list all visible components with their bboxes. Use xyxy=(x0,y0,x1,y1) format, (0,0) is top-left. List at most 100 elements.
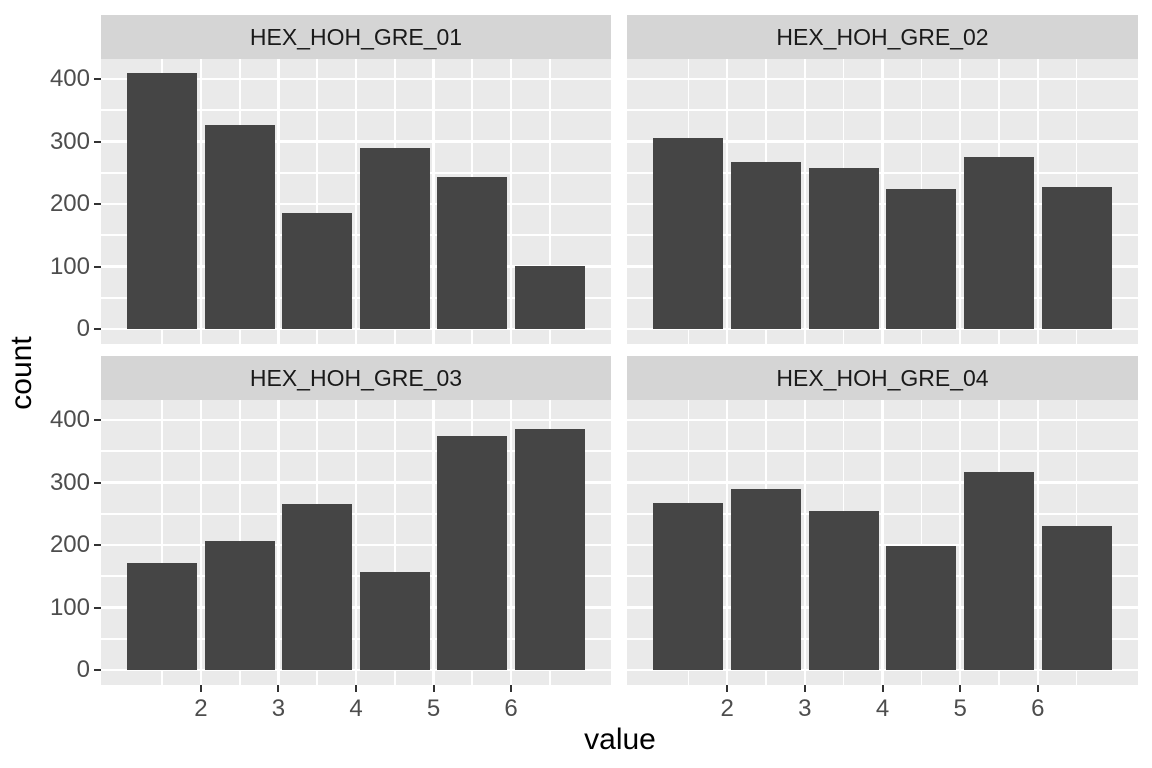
facet-panel xyxy=(101,400,611,685)
bar xyxy=(808,511,879,670)
bar xyxy=(514,265,585,329)
bar xyxy=(204,124,275,329)
y-tick-label: 100 xyxy=(49,252,90,280)
bar xyxy=(808,168,879,329)
facet-panel xyxy=(101,59,611,344)
x-tick-label: 6 xyxy=(1031,695,1045,722)
gridline-major-x xyxy=(725,400,729,685)
gridline-major-x xyxy=(432,59,435,344)
y-tick-label: 0 xyxy=(76,656,90,683)
x-tick-label: 2 xyxy=(194,695,208,722)
x-tick-mark xyxy=(803,685,806,692)
y-tick-mark xyxy=(94,669,101,671)
facet-strip-label: HEX_HOH_GRE_01 xyxy=(249,23,463,50)
gridline-major-x xyxy=(509,59,513,344)
x-tick-mark xyxy=(432,685,435,692)
bar xyxy=(653,502,724,670)
gridline-major-x xyxy=(277,400,280,685)
y-tick-mark xyxy=(94,481,101,484)
y-tick-mark xyxy=(94,78,101,80)
bar xyxy=(514,429,585,670)
y-tick-label: 400 xyxy=(49,406,90,433)
y-tick-mark xyxy=(94,544,101,546)
facet-panel xyxy=(627,59,1138,344)
y-tick-mark xyxy=(94,606,101,609)
x-tick-mark xyxy=(1036,685,1039,692)
bar xyxy=(359,148,430,329)
bar xyxy=(359,571,430,670)
bar xyxy=(886,188,957,329)
facet-strip: HEX_HOH_GRE_04 xyxy=(627,356,1138,400)
x-tick-label: 5 xyxy=(953,695,967,722)
y-tick-mark xyxy=(94,203,101,205)
bar xyxy=(964,471,1034,670)
gridline-major-x xyxy=(725,59,729,344)
bar xyxy=(653,138,724,329)
facet-panel xyxy=(627,400,1138,685)
x-tick-label: 3 xyxy=(798,695,812,722)
bar xyxy=(731,489,801,670)
y-tick-label: 300 xyxy=(49,127,90,155)
y-tick-mark xyxy=(94,265,101,268)
x-tick-mark xyxy=(355,685,357,692)
y-tick-label: 200 xyxy=(49,531,90,558)
y-tick-mark xyxy=(94,419,101,421)
x-tick-label: 6 xyxy=(504,695,518,722)
x-tick-label: 5 xyxy=(426,695,441,722)
gridline-major-x xyxy=(277,59,280,344)
facet-strip-label: HEX_HOH_GRE_03 xyxy=(249,364,463,391)
gridline-major-x xyxy=(354,59,358,344)
gridline-major-x xyxy=(803,400,807,685)
facet-strip: HEX_HOH_GRE_02 xyxy=(627,15,1138,59)
x-tick-label: 3 xyxy=(271,695,286,722)
bar xyxy=(127,563,198,670)
x-tick-mark xyxy=(199,685,202,692)
gridline-major-x xyxy=(199,400,203,685)
x-tick-mark xyxy=(881,685,884,692)
gridline-minor-x xyxy=(161,400,164,685)
gridline-major-x xyxy=(1036,59,1040,344)
y-tick-label: 100 xyxy=(49,593,90,621)
gridline-major-x xyxy=(881,59,884,344)
y-tick-label: 300 xyxy=(49,468,90,496)
gridline-major-x xyxy=(199,59,203,344)
x-tick-mark xyxy=(277,685,280,692)
y-tick-mark xyxy=(94,328,101,330)
y-axis-title: count xyxy=(5,336,38,410)
bar xyxy=(964,156,1034,329)
x-tick-label: 4 xyxy=(349,695,363,722)
gridline-minor-x xyxy=(393,400,396,685)
facet-strip: HEX_HOH_GRE_03 xyxy=(101,356,611,400)
x-tick-mark xyxy=(726,685,729,692)
gridline-major-x xyxy=(509,400,513,685)
y-tick-label: 400 xyxy=(49,65,90,92)
bar xyxy=(437,177,508,329)
gridline-major-x xyxy=(958,400,962,685)
y-tick-label: 200 xyxy=(49,190,90,217)
bar xyxy=(1041,525,1112,670)
gridline-minor-x xyxy=(548,59,551,344)
facet-strip: HEX_HOH_GRE_01 xyxy=(101,15,611,59)
x-tick-label: 2 xyxy=(720,695,734,722)
bar xyxy=(127,72,198,329)
y-tick-label: 0 xyxy=(76,315,90,342)
x-tick-label: 4 xyxy=(875,695,890,722)
gridline-minor-x xyxy=(920,400,923,685)
bar xyxy=(437,435,508,670)
gridline-minor-x xyxy=(316,59,319,344)
bar xyxy=(282,213,353,329)
gridline-major-x xyxy=(432,400,435,685)
gridline-major-x xyxy=(1036,400,1040,685)
gridline-major-x xyxy=(803,59,807,344)
gridline-major-x xyxy=(354,400,358,685)
x-tick-mark xyxy=(510,685,512,692)
gridline-major-x xyxy=(958,59,962,344)
bar xyxy=(204,540,275,670)
bar xyxy=(886,546,957,670)
bar xyxy=(1041,186,1112,329)
gridline-major-x xyxy=(881,400,884,685)
bar xyxy=(731,162,801,329)
facet-strip-label: HEX_HOH_GRE_04 xyxy=(776,364,989,391)
x-axis-title: value xyxy=(584,723,656,756)
